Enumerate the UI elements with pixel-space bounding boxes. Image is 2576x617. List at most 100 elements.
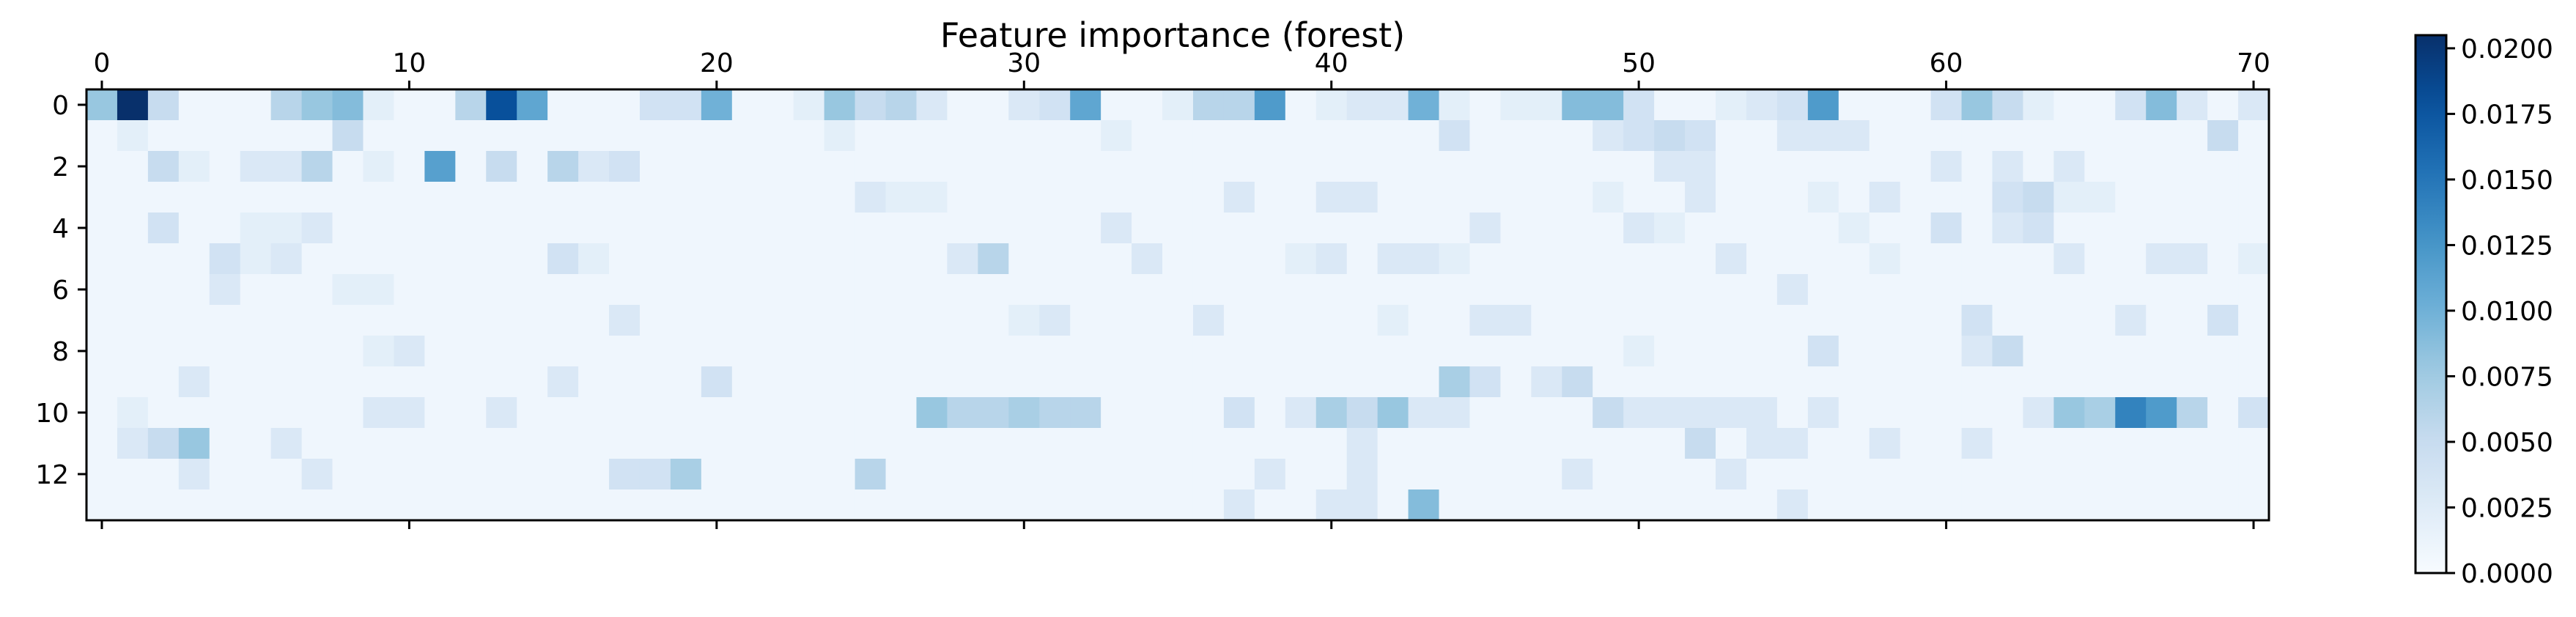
heatmap-cell-r9-c10 — [394, 366, 425, 398]
heatmap-cell-r13-c65 — [2084, 489, 2116, 521]
heatmap-cell-r0-c47 — [1531, 89, 1562, 121]
heatmap-cell-r8-c56 — [1807, 336, 1839, 367]
heatmap-cell-r9-c1 — [117, 366, 149, 398]
heatmap-cell-r7-c63 — [2023, 305, 2054, 336]
plot-frame — [85, 88, 2270, 522]
heatmap-cell-r5-c31 — [1039, 243, 1071, 275]
heatmap-cell-r3-c24 — [824, 182, 856, 213]
heatmap-cell-r3-c44 — [1439, 182, 1471, 213]
heatmap-cell-r8-c16 — [578, 336, 610, 367]
heatmap-cell-r0-c29 — [978, 89, 1009, 121]
heatmap-cell-r13-c53 — [1716, 489, 1747, 521]
heatmap-cell-r5-c48 — [1562, 243, 1593, 275]
heatmap-cell-r13-c39 — [1285, 489, 1317, 521]
heatmap-cell-r7-c41 — [1346, 305, 1379, 336]
heatmap-cell-r0-c61 — [1961, 89, 1993, 121]
heatmap-cell-r0-c24 — [824, 89, 856, 121]
heatmap-cell-r8-c67 — [2146, 336, 2177, 367]
heatmap-cell-r11-c47 — [1531, 428, 1562, 459]
heatmap-cell-r5-c20 — [701, 243, 733, 275]
heatmap-cell-r1-c3 — [178, 120, 210, 152]
heatmap-cell-r0-c1 — [117, 89, 149, 121]
heatmap-cell-r5-c10 — [394, 243, 425, 275]
heatmap-cell-r2-c46 — [1500, 151, 1532, 182]
heatmap-cell-r10-c37 — [1223, 397, 1255, 429]
heatmap-cell-r1-c49 — [1593, 120, 1624, 152]
colorbar-tick-label-3: 0.0075 — [2461, 362, 2553, 392]
heatmap-cell-r10-c31 — [1039, 397, 1071, 429]
heatmap-cell-r10-c33 — [1101, 397, 1132, 429]
heatmap-cell-r0-c60 — [1930, 89, 1963, 121]
heatmap-cell-r2-c48 — [1562, 151, 1593, 182]
heatmap-cell-r4-c58 — [1869, 213, 1901, 244]
heatmap-cell-r1-c21 — [731, 120, 764, 152]
heatmap-cell-r9-c41 — [1346, 366, 1379, 398]
heatmap-cell-r13-c17 — [609, 489, 641, 521]
heatmap-cell-r12-c50 — [1623, 459, 1655, 490]
heatmap-cell-r7-c0 — [86, 305, 118, 336]
heatmap-cell-r8-c63 — [2023, 336, 2054, 367]
heatmap-cell-r1-c51 — [1654, 120, 1686, 152]
heatmap-cell-r4-c26 — [885, 213, 918, 244]
heatmap-cell-r7-c13 — [486, 305, 517, 336]
heatmap-cell-r0-c56 — [1807, 89, 1839, 121]
heatmap-cell-r8-c19 — [670, 336, 702, 367]
heatmap-cell-r12-c22 — [762, 459, 794, 490]
heatmap-cell-r6-c43 — [1408, 274, 1440, 306]
heatmap-cell-r11-c36 — [1192, 428, 1225, 459]
heatmap-cell-r9-c8 — [332, 366, 364, 398]
heatmap-cell-r0-c66 — [2115, 89, 2147, 121]
heatmap-cell-r10-c52 — [1685, 397, 1716, 429]
heatmap-cell-r1-c4 — [209, 120, 241, 152]
heatmap-cell-r8-c37 — [1223, 336, 1255, 367]
heatmap-cell-r7-c66 — [2115, 305, 2147, 336]
heatmap-cell-r0-c26 — [885, 89, 918, 121]
heatmap-cell-r6-c38 — [1254, 274, 1286, 306]
heatmap-cell-r4-c49 — [1593, 213, 1624, 244]
heatmap-cell-r4-c40 — [1315, 213, 1348, 244]
heatmap-cell-r8-c5 — [240, 336, 272, 367]
heatmap-cell-r7-c44 — [1439, 305, 1471, 336]
heatmap-cell-r0-c33 — [1101, 89, 1132, 121]
heatmap-cell-r8-c31 — [1039, 336, 1071, 367]
heatmap-cell-r12-c27 — [916, 459, 948, 490]
heatmap-cell-r9-c14 — [517, 366, 548, 398]
heatmap-cell-r2-c68 — [2177, 151, 2208, 182]
heatmap-cell-r7-c30 — [1008, 305, 1040, 336]
colorbar: 0.0000 0.0025 0.0050 0.0075 0.0100 0.0125 0.01… — [2414, 34, 2553, 589]
heatmap-cell-r11-c45 — [1469, 428, 1501, 459]
heatmap-cell-r13-c55 — [1776, 489, 1809, 521]
x-tick-label-30: 30 — [1007, 48, 1041, 78]
heatmap-cell-r6-c3 — [178, 274, 210, 306]
heatmap-cell-r1-c52 — [1685, 120, 1716, 152]
heatmap-cell-r13-c15 — [547, 489, 579, 521]
heatmap-cell-r9-c29 — [978, 366, 1009, 398]
heatmap-cell-r6-c16 — [578, 274, 610, 306]
heatmap-cell-r9-c68 — [2177, 366, 2208, 398]
heatmap-cell-r13-c70 — [2238, 489, 2270, 521]
heatmap-cell-r13-c68 — [2177, 489, 2208, 521]
heatmap-cell-r9-c51 — [1654, 366, 1686, 398]
heatmap-cell-r3-c46 — [1500, 182, 1532, 213]
heatmap-cell-r0-c59 — [1900, 89, 1932, 121]
heatmap-cell-r4-c36 — [1192, 213, 1225, 244]
heatmap-cell-r8-c52 — [1685, 336, 1716, 367]
heatmap-cell-r7-c45 — [1469, 305, 1501, 336]
heatmap-cell-r0-c70 — [2238, 89, 2270, 121]
heatmap-cell-r6-c33 — [1101, 274, 1132, 306]
heatmap-cell-r1-c30 — [1008, 120, 1040, 152]
heatmap-cell-r10-c7 — [301, 397, 333, 429]
heatmap-cell-r6-c10 — [394, 274, 425, 306]
heatmap-cell-r5-c18 — [639, 243, 671, 275]
heatmap-cell-r12-c55 — [1776, 459, 1809, 490]
heatmap-cell-r11-c24 — [824, 428, 856, 459]
heatmap-cell-r6-c6 — [270, 274, 303, 306]
heatmap-cell-r10-c47 — [1531, 397, 1562, 429]
heatmap-cell-r7-c42 — [1377, 305, 1409, 336]
heatmap-cell-r11-c30 — [1008, 428, 1040, 459]
heatmap-cell-r3-c38 — [1254, 182, 1286, 213]
heatmap-cell-r3-c50 — [1623, 182, 1655, 213]
heatmap-cell-r3-c22 — [762, 182, 794, 213]
heatmap-cell-r0-c52 — [1685, 89, 1716, 121]
heatmap-cell-r0-c41 — [1346, 89, 1379, 121]
